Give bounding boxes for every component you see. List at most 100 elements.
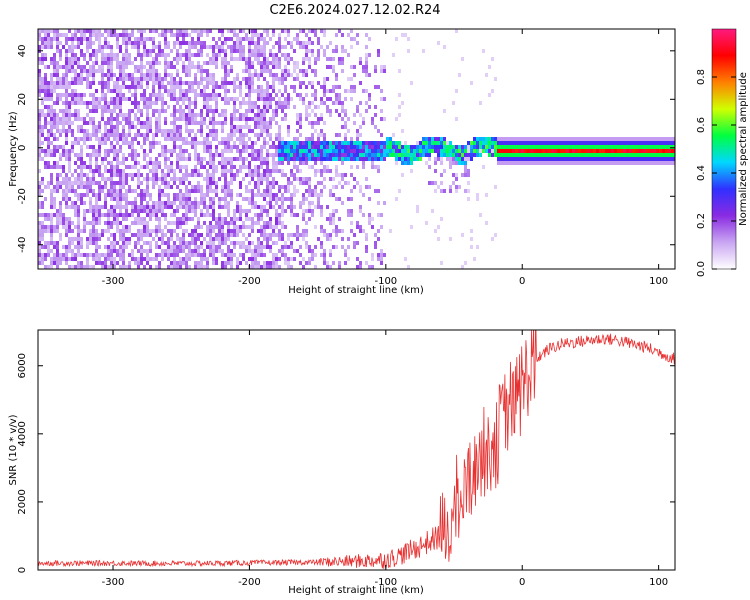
heatmap-cell — [275, 261, 278, 265]
heatmap-cell — [194, 121, 197, 125]
heatmap-cell — [230, 173, 233, 177]
heatmap-cell — [347, 145, 350, 149]
heatmap-cell — [659, 157, 662, 161]
heatmap-cell — [218, 233, 221, 237]
heatmap-cell — [116, 37, 119, 41]
heatmap-cell — [323, 153, 326, 157]
heatmap-cell — [242, 53, 245, 57]
heatmap-cell — [128, 33, 131, 37]
heatmap-cell — [308, 105, 311, 109]
heatmap-cell — [278, 149, 281, 153]
heatmap-cell — [281, 213, 284, 217]
heatmap-cell — [200, 93, 203, 97]
heatmap-cell — [50, 37, 53, 41]
heatmap-cell — [134, 173, 137, 177]
heatmap-cell — [83, 117, 86, 121]
heatmap-cell — [581, 153, 584, 157]
heatmap-cell — [359, 189, 362, 193]
heatmap-cell — [77, 245, 80, 249]
heatmap-cell — [125, 265, 128, 269]
heatmap-cell — [551, 157, 554, 161]
heatmap-cell — [155, 213, 158, 217]
heatmap-cell — [224, 141, 227, 145]
heatmap-cell — [191, 109, 194, 113]
heatmap-cell — [74, 153, 77, 157]
heatmap-cell — [104, 125, 107, 129]
heatmap-cell — [83, 37, 86, 41]
heatmap-cell — [41, 189, 44, 193]
heatmap-cell — [200, 89, 203, 93]
heatmap-cell — [125, 73, 128, 77]
heatmap-cell — [263, 69, 266, 73]
heatmap-cell — [242, 149, 245, 153]
heatmap-cell — [77, 45, 80, 49]
heatmap-cell — [98, 245, 101, 249]
heatmap-cell — [41, 213, 44, 217]
heatmap-cell — [383, 153, 386, 157]
heatmap-cell — [200, 233, 203, 237]
heatmap-cell — [185, 57, 188, 61]
heatmap-cell — [467, 145, 470, 149]
heatmap-cell — [281, 201, 284, 205]
heatmap-cell — [671, 157, 674, 161]
heatmap-cell — [200, 257, 203, 261]
heatmap-cell — [233, 173, 236, 177]
heatmap-cell — [227, 213, 230, 217]
heatmap-cell — [104, 213, 107, 217]
heatmap-cell — [362, 157, 365, 161]
heatmap-cell — [95, 229, 98, 233]
heatmap-cell — [278, 205, 281, 209]
heatmap-cell — [53, 261, 56, 265]
heatmap-cell — [350, 85, 353, 89]
heatmap-cell — [86, 221, 89, 225]
heatmap-cell — [89, 145, 92, 149]
heatmap-cell — [617, 145, 620, 149]
heatmap-cell — [80, 129, 83, 133]
heatmap-cell — [302, 161, 305, 165]
heatmap-cell — [233, 29, 236, 33]
heatmap-cell — [329, 169, 332, 173]
heatmap-cell — [281, 253, 284, 257]
heatmap-cell — [263, 157, 266, 161]
heatmap-cell — [311, 141, 314, 145]
heatmap-cell — [173, 145, 176, 149]
heatmap-cell — [116, 253, 119, 257]
heatmap-cell — [146, 125, 149, 129]
heatmap-cell — [350, 137, 353, 141]
heatmap-cell — [71, 201, 74, 205]
heatmap-cell — [65, 101, 68, 105]
heatmap-cell — [287, 177, 290, 181]
heatmap-cell — [212, 117, 215, 121]
heatmap-cell — [287, 125, 290, 129]
heatmap-cell — [257, 89, 260, 93]
heatmap-cell — [62, 153, 65, 157]
heatmap-cell — [59, 81, 62, 85]
heatmap-cell — [176, 197, 179, 201]
x-tick-label: -100 — [374, 276, 397, 287]
heatmap-cell — [620, 157, 623, 161]
heatmap-cell — [158, 93, 161, 97]
heatmap-cell — [251, 205, 254, 209]
heatmap-cell — [350, 197, 353, 201]
heatmap-cell — [206, 101, 209, 105]
heatmap-cell — [44, 149, 47, 153]
heatmap-cell — [374, 65, 377, 69]
heatmap-cell — [608, 153, 611, 157]
heatmap-cell — [398, 141, 401, 145]
heatmap-cell — [224, 165, 227, 169]
heatmap-cell — [335, 153, 338, 157]
heatmap-cell — [185, 213, 188, 217]
heatmap-cell — [629, 161, 632, 165]
heatmap-cell — [116, 205, 119, 209]
heatmap-cell — [98, 197, 101, 201]
heatmap-cell — [221, 261, 224, 265]
heatmap-cell — [200, 77, 203, 81]
heatmap-cell — [218, 29, 221, 33]
heatmap-cell — [443, 109, 446, 113]
heatmap-cell — [512, 157, 515, 161]
heatmap-cell — [287, 57, 290, 61]
heatmap-cell — [149, 249, 152, 253]
heatmap-cell — [632, 145, 635, 149]
heatmap-cell — [149, 69, 152, 73]
heatmap-cell — [92, 129, 95, 133]
